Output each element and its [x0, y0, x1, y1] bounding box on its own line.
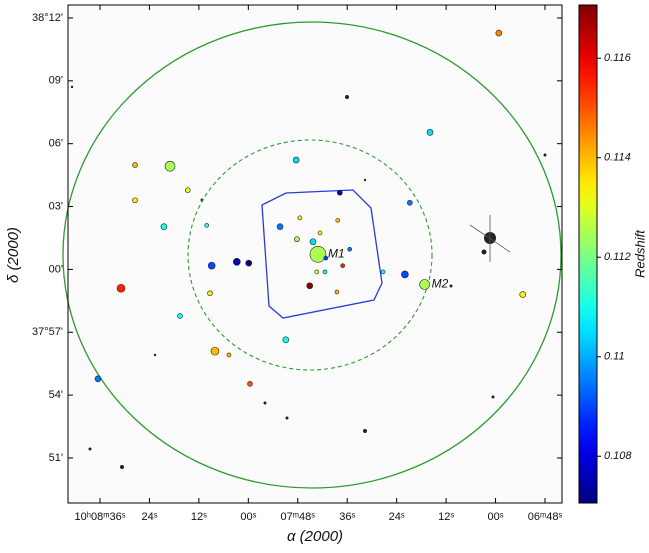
- colorbar-tick-label: 0.11: [604, 351, 625, 363]
- galaxy-point: [381, 270, 385, 274]
- galaxy-point: [133, 163, 138, 168]
- x-tick-label: 00ˢ: [240, 511, 256, 523]
- y-tick-label: 03': [49, 200, 63, 212]
- galaxy-point: [427, 129, 433, 135]
- colorbar-tick-label: 0.114: [604, 152, 631, 164]
- galaxy-point: [420, 279, 430, 289]
- galaxy-point: [227, 353, 231, 357]
- galaxy-point: [208, 291, 213, 296]
- y-tick-label: 09': [49, 75, 63, 87]
- galaxy-point: [247, 381, 252, 386]
- galaxy-point: [117, 284, 125, 292]
- colorbar-tick-label: 0.112: [604, 251, 631, 263]
- galaxy-point: [310, 239, 316, 245]
- colorbar-tick-label: 0.116: [604, 52, 632, 64]
- galaxy-point: [277, 224, 283, 230]
- x-tick-label: 12ˢ: [191, 511, 207, 523]
- galaxy-point: [208, 262, 215, 269]
- galaxy-point: [307, 283, 313, 289]
- galaxy-point: [246, 260, 252, 266]
- galaxy-point: [283, 337, 289, 343]
- x-tick-label: 10ʰ08ᵐ36ˢ: [75, 511, 126, 523]
- galaxy-point: [315, 270, 319, 274]
- x-tick-label: 36ˢ: [339, 511, 355, 523]
- x-tick-label: 12ˢ: [438, 511, 454, 523]
- galaxy-point: [177, 313, 182, 318]
- galaxy-point: [401, 271, 408, 278]
- galaxy-point: [133, 198, 138, 203]
- galaxy-point: [298, 216, 302, 220]
- galaxy-point: [335, 290, 339, 294]
- galaxy-point: [233, 258, 240, 265]
- x-tick-label: 24ˢ: [141, 511, 157, 523]
- y-tick-label: 51': [49, 452, 63, 464]
- galaxy-point: [293, 157, 299, 163]
- galaxy-point: [161, 224, 167, 230]
- chart: M1 M2 α (2000) δ (2000) Redshift 10ʰ08ᵐ36…: [0, 0, 649, 548]
- galaxy-point: [348, 247, 352, 251]
- galaxy-point: [341, 264, 345, 268]
- galaxy-point: [205, 223, 209, 227]
- y-axis-label: δ (2000): [5, 227, 22, 283]
- x-tick-label: 07ᵐ48ˢ: [281, 511, 316, 523]
- colorbar: [579, 5, 597, 503]
- y-tick-label: 37°57': [32, 326, 63, 338]
- galaxy-point: [95, 376, 101, 382]
- galaxy-point: [318, 231, 322, 235]
- galaxy-point: [211, 347, 219, 355]
- x-tick-label: 00ˢ: [488, 511, 504, 523]
- y-tick-label: 38°12': [32, 12, 63, 24]
- x-tick-label: 06ᵐ48ˢ: [528, 511, 563, 523]
- x-tick-label: 24ˢ: [389, 511, 405, 523]
- galaxy-point: [294, 237, 299, 242]
- galaxy-point: [310, 246, 326, 262]
- y-tick-label: 54': [49, 389, 63, 401]
- galaxy-point: [324, 256, 328, 260]
- galaxy-point: [165, 161, 175, 171]
- point-label: M1: [328, 246, 345, 260]
- galaxy-point: [323, 270, 327, 274]
- colorbar-tick-label: 0.108: [604, 450, 632, 462]
- x-axis-label: α (2000): [287, 528, 343, 545]
- galaxy-point: [337, 190, 342, 195]
- y-tick-label: 00': [49, 263, 63, 275]
- galaxy-point: [185, 188, 190, 193]
- galaxy-point: [336, 218, 340, 222]
- y-tick-label: 06': [49, 138, 63, 150]
- galaxy-point: [407, 200, 412, 205]
- galaxy-point: [496, 30, 502, 36]
- galaxy-point: [520, 292, 526, 298]
- colorbar-label: Redshift: [632, 229, 647, 278]
- point-label: M2: [432, 277, 449, 291]
